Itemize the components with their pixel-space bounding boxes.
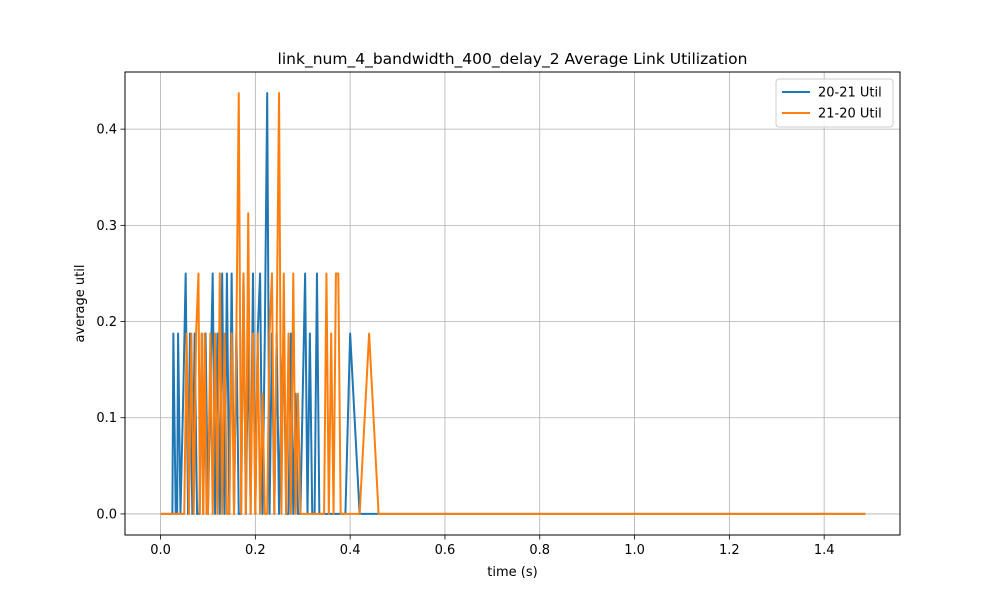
x-tick-label: 1.4 bbox=[814, 543, 835, 558]
y-axis-ticks: 0.0 0.1 0.2 0.3 0.4 bbox=[96, 123, 125, 522]
x-tick-label: 1.0 bbox=[624, 543, 645, 558]
y-tick-label: 0.1 bbox=[96, 411, 117, 426]
legend-label-20-21: 20-21 Util bbox=[818, 86, 882, 101]
x-axis-ticks: 0.0 0.2 0.4 0.6 0.8 1.0 1.2 1.4 bbox=[150, 535, 835, 558]
x-tick-label: 0.6 bbox=[435, 543, 456, 558]
x-tick-label: 0.2 bbox=[245, 543, 266, 558]
x-tick-label: 0.8 bbox=[529, 543, 550, 558]
y-axis-label: average util bbox=[73, 265, 88, 343]
grid-lines bbox=[125, 72, 900, 535]
series-line-21-20-util bbox=[160, 92, 866, 515]
x-tick-label: 0.4 bbox=[340, 543, 361, 558]
legend: 20-21 Util 21-20 Util bbox=[775, 78, 894, 128]
y-tick-label: 0.4 bbox=[96, 123, 117, 138]
y-tick-label: 0.0 bbox=[96, 507, 117, 522]
x-tick-label: 0.0 bbox=[150, 543, 171, 558]
series-layer bbox=[160, 92, 866, 515]
x-tick-label: 1.2 bbox=[719, 543, 740, 558]
chart-title: link_num_4_bandwidth_400_delay_2 Average… bbox=[278, 50, 748, 69]
y-tick-label: 0.2 bbox=[96, 315, 117, 330]
legend-label-21-20: 21-20 Util bbox=[818, 107, 882, 122]
x-axis-label: time (s) bbox=[487, 565, 537, 580]
plot-frame bbox=[124, 71, 901, 536]
y-tick-label: 0.3 bbox=[96, 219, 117, 234]
